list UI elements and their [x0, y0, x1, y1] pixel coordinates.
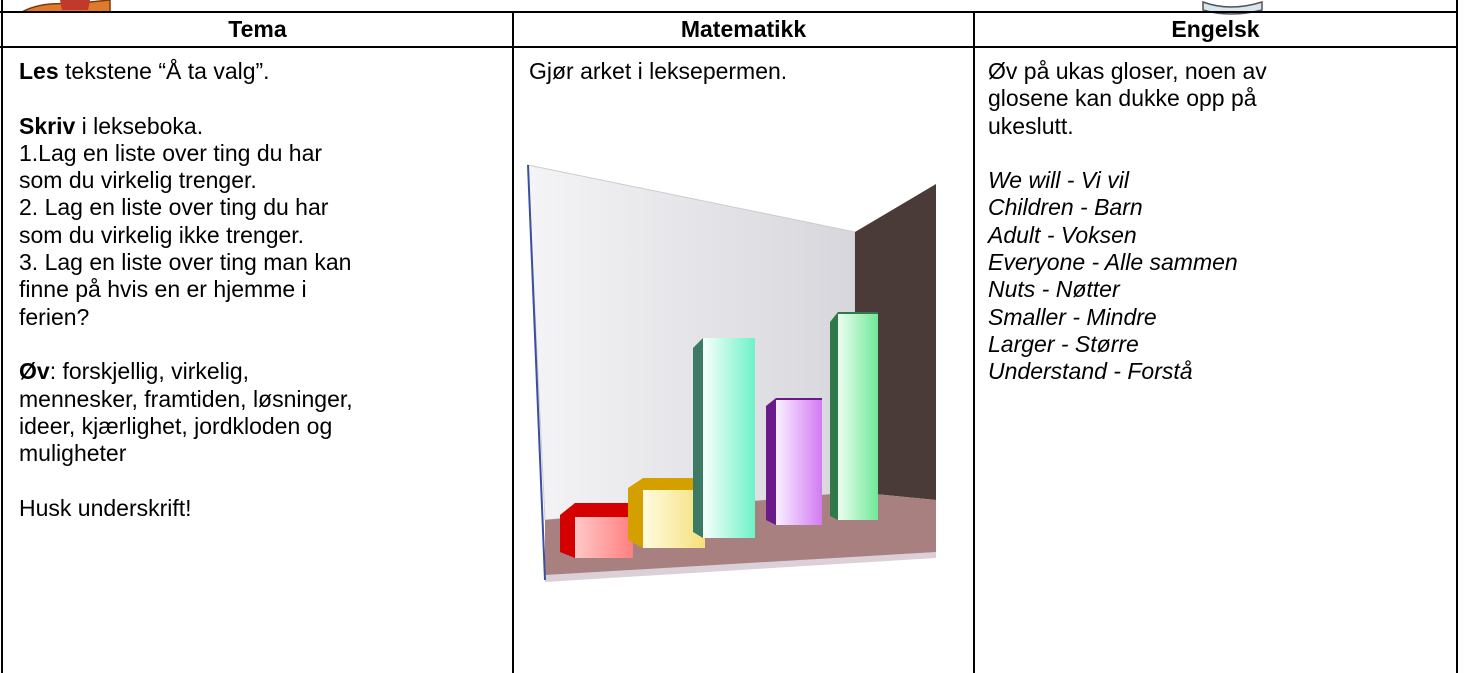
line: muligheter — [19, 440, 509, 467]
chart-clipart — [528, 165, 936, 582]
table-border — [1456, 0, 1458, 673]
column-header: Matematikk — [514, 12, 973, 47]
line: finne på hvis en er hjemme i — [19, 276, 509, 303]
bold-label: Les — [19, 58, 59, 84]
line: Understand - Forstå — [988, 358, 1453, 385]
line: glosene kan dukke opp på — [988, 85, 1453, 112]
matematikk-cell: Gjør arket i leksepermen. — [529, 58, 969, 85]
line: Everyone - Alle sammen — [988, 249, 1453, 276]
line: Skriv i lekseboka. — [19, 113, 509, 140]
line: Larger - Større — [988, 331, 1453, 358]
page: Tema Matematikk Engelsk Les tekstene “Å … — [0, 0, 1464, 673]
line: ukeslutt. — [988, 113, 1453, 140]
line: 3. Lag en liste over ting man kan — [19, 249, 509, 276]
line: Øv på ukas gloser, noen av — [988, 58, 1453, 85]
text: i lekseboka. — [82, 113, 203, 139]
text: tekstene “Å ta valg”. — [65, 58, 270, 84]
table-border — [1, 0, 3, 673]
text: : forskjellig, virkelig, — [50, 358, 249, 384]
line: mennesker, framtiden, løsninger, — [19, 386, 509, 413]
line: Øv: forskjellig, virkelig, — [19, 358, 509, 385]
line: ideer, kjærlighet, jordkloden og — [19, 413, 509, 440]
line: som du virkelig ikke trenger. — [19, 222, 509, 249]
line: Husk underskrift! — [19, 495, 509, 522]
column-header: Engelsk — [975, 12, 1456, 47]
tema-cell: Les tekstene “Å ta valg”. Skriv i lekseb… — [19, 58, 509, 522]
line: Gjør arket i leksepermen. — [529, 58, 969, 85]
line: Les tekstene “Å ta valg”. — [19, 58, 509, 85]
bold-label: Øv — [19, 358, 50, 384]
table-border — [512, 11, 514, 673]
bold-label: Skriv — [19, 113, 75, 139]
book-icon-part — [60, 0, 90, 10]
line: Children - Barn — [988, 194, 1453, 221]
line: 1.Lag en liste over ting du har — [19, 140, 509, 167]
column-header: Tema — [3, 12, 512, 47]
line: Nuts - Nøtter — [988, 276, 1453, 303]
line: ferien? — [19, 304, 509, 331]
line: Smaller - Mindre — [988, 304, 1453, 331]
line: som du virkelig trenger. — [19, 167, 509, 194]
line: Adult - Voksen — [988, 222, 1453, 249]
line: 2. Lag en liste over ting du har — [19, 194, 509, 221]
table-border — [973, 11, 975, 673]
line: We will - Vi vil — [988, 167, 1453, 194]
